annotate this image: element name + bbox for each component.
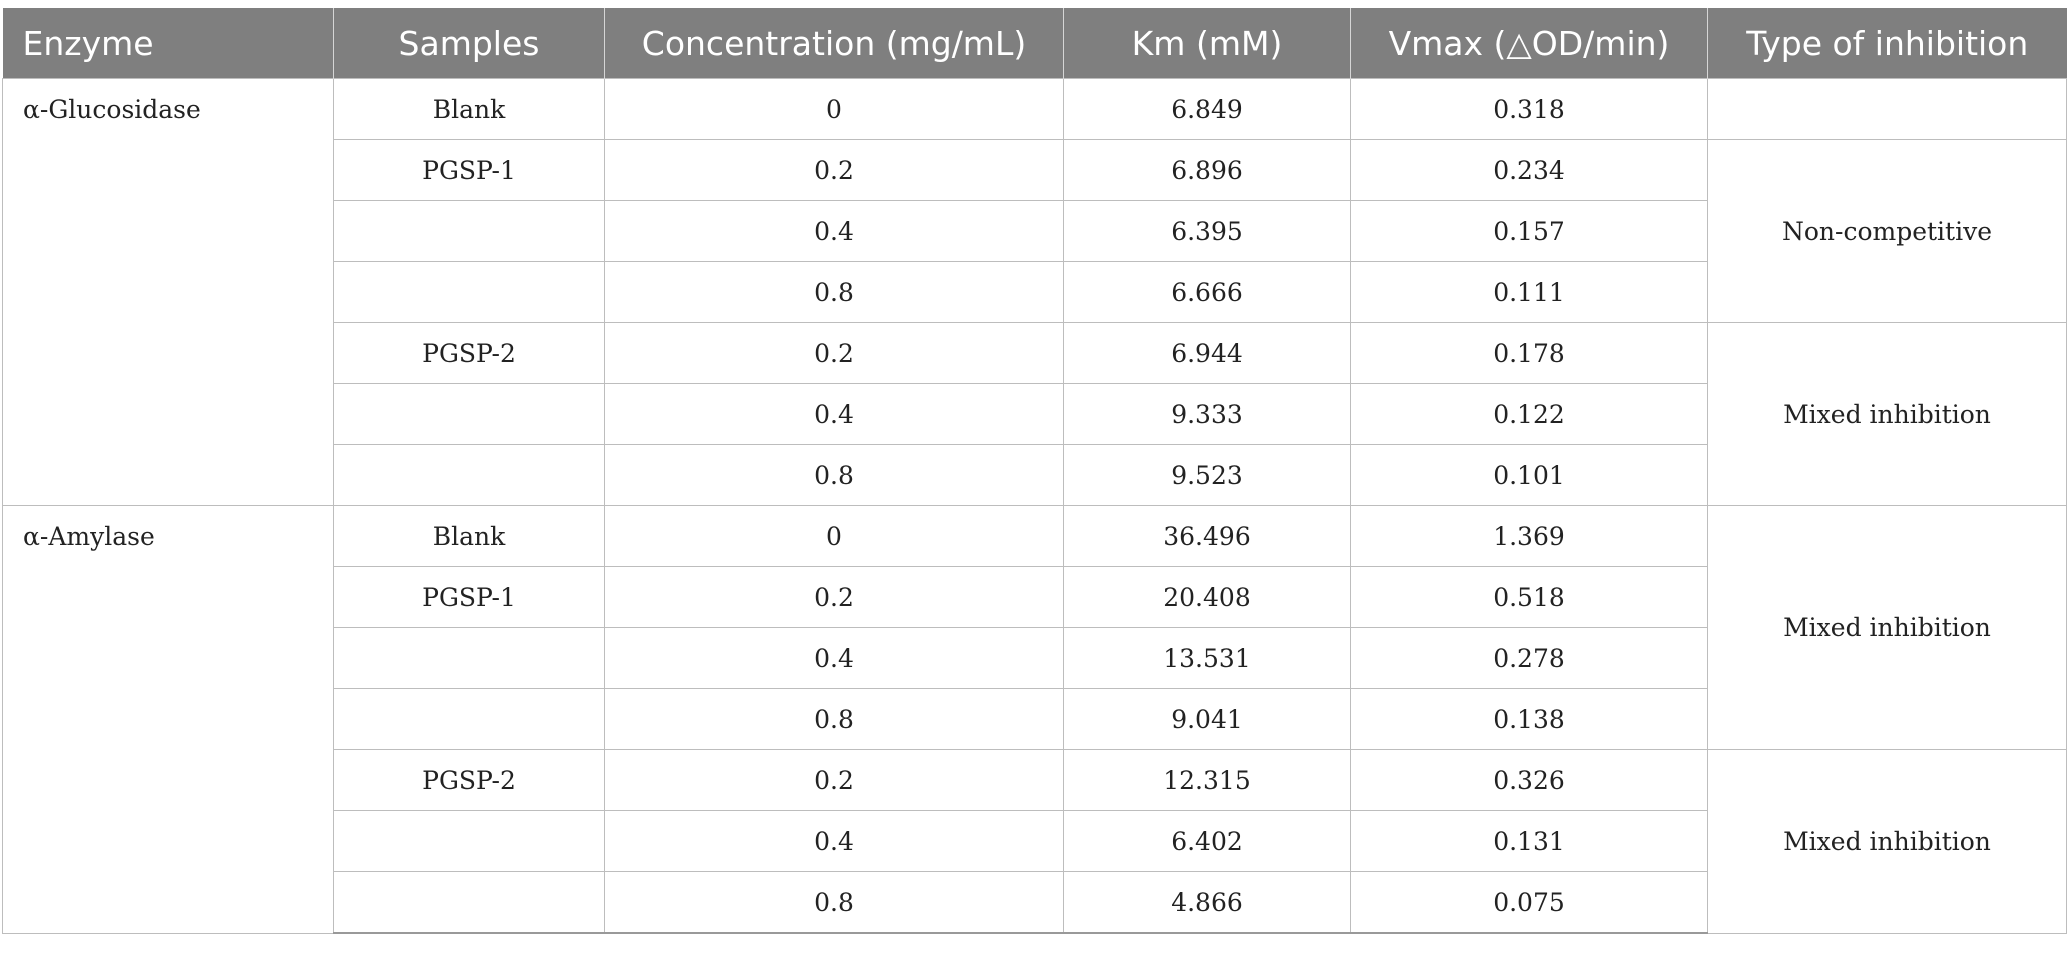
vmax-cell: 0.518 (1350, 566, 1708, 628)
inhibition-type-cell: Non-competitive (1707, 139, 2067, 323)
enzyme-cell: α-Amylase (2, 505, 334, 934)
enzyme-cell: α-Glucosidase (2, 78, 334, 506)
km-cell: 6.395 (1063, 200, 1351, 262)
km-cell: 6.402 (1063, 810, 1351, 872)
vmax-cell: 0.318 (1350, 78, 1708, 140)
table-row: 0.8 9.041 0.138 (3, 688, 2067, 750)
vmax-cell: 0.178 (1350, 322, 1708, 384)
table-body: α-Glucosidase Blank 0 6.849 0.318 PGSP-1 0.2 6.… (2, 78, 2067, 934)
concentration-cell: 0.4 (604, 383, 1064, 445)
concentration-cell: 0.2 (604, 566, 1064, 628)
concentration-cell: 0.2 (604, 322, 1064, 384)
header-samples: Samples (333, 8, 605, 79)
km-cell: 13.531 (1063, 627, 1351, 689)
inhibition-type-cell: Mixed inhibition (1707, 322, 2067, 506)
km-cell: 20.408 (1063, 566, 1351, 628)
concentration-cell: 0.4 (604, 200, 1064, 262)
concentration-cell: 0.8 (604, 444, 1064, 506)
sample-cell (333, 200, 605, 262)
sample-cell (333, 871, 605, 934)
concentration-cell: 0.8 (604, 261, 1064, 323)
table-header: Enzyme Samples Concentration (mg/mL) Km … (2, 8, 2067, 79)
concentration-cell: 0 (604, 78, 1064, 140)
km-cell: 6.849 (1063, 78, 1351, 140)
table-row: 0.8 4.866 0.075 (3, 871, 2067, 934)
inhibition-type-cell (1707, 78, 2067, 140)
concentration-cell: 0.8 (604, 688, 1064, 750)
km-cell: 6.666 (1063, 261, 1351, 323)
header-km: Km (mM) (1063, 8, 1351, 79)
vmax-cell: 0.101 (1350, 444, 1708, 506)
sample-cell (333, 810, 605, 872)
km-cell: 4.866 (1063, 871, 1351, 934)
inhibition-type-cell: Mixed inhibition (1707, 505, 2067, 750)
vmax-cell: 0.278 (1350, 627, 1708, 689)
km-cell: 9.523 (1063, 444, 1351, 506)
concentration-cell: 0.2 (604, 139, 1064, 201)
table-row: α-Amylase Blank 0 36.496 1.369 Mixed inhibiti… (2, 505, 2067, 934)
sample-cell: PGSP-1 (333, 566, 605, 628)
vmax-cell: 0.131 (1350, 810, 1708, 872)
vmax-cell: 0.111 (1350, 261, 1708, 323)
vmax-cell: 1.369 (1350, 505, 1708, 567)
sample-cell: PGSP-2 (333, 749, 605, 811)
table-row: 0.8 6.666 0.111 (3, 261, 2067, 323)
concentration-cell: 0.8 (604, 871, 1064, 934)
header-row: Enzyme Samples Concentration (mg/mL) Km … (2, 8, 2067, 79)
sample-cell: PGSP-1 (333, 139, 605, 201)
km-cell: 9.333 (1063, 383, 1351, 445)
concentration-cell: 0.4 (604, 810, 1064, 872)
header-enzyme: Enzyme (2, 8, 334, 79)
vmax-cell: 0.138 (1350, 688, 1708, 750)
km-cell: 6.896 (1063, 139, 1351, 201)
inhibition-type-cell: Mixed inhibition (1707, 749, 2067, 934)
header-concentration: Concentration (mg/mL) (604, 8, 1064, 79)
sample-cell: Blank (333, 78, 605, 140)
table-row: PGSP-2 0.2 12.315 0.326 Mixed inhibition (3, 749, 2067, 934)
table-row: 0.4 9.333 0.122 (3, 383, 2067, 445)
table-row: 0.8 9.523 0.101 (3, 444, 2067, 506)
sample-cell (333, 627, 605, 689)
concentration-cell: 0 (604, 505, 1064, 567)
vmax-cell: 0.122 (1350, 383, 1708, 445)
table-row: 0.4 6.395 0.157 (3, 200, 2067, 262)
sample-cell (333, 261, 605, 323)
header-inhibition: Type of inhibition (1707, 8, 2067, 79)
sample-cell (333, 688, 605, 750)
km-cell: 12.315 (1063, 749, 1351, 811)
km-cell: 6.944 (1063, 322, 1351, 384)
km-cell: 36.496 (1063, 505, 1351, 567)
table-row: α-Glucosidase Blank 0 6.849 0.318 (2, 78, 2067, 506)
header-vmax: Vmax (△OD/min) (1350, 8, 1708, 79)
sample-cell: Blank (333, 505, 605, 567)
vmax-cell: 0.157 (1350, 200, 1708, 262)
sample-cell (333, 383, 605, 445)
vmax-cell: 0.234 (1350, 139, 1708, 201)
sample-cell (333, 444, 605, 506)
vmax-cell: 0.075 (1350, 871, 1708, 934)
table-row: 0.4 6.402 0.131 (3, 810, 2067, 872)
concentration-cell: 0.2 (604, 749, 1064, 811)
sample-cell: PGSP-2 (333, 322, 605, 384)
table-row: PGSP-1 0.2 20.408 0.518 (3, 566, 2067, 628)
vmax-cell: 0.326 (1350, 749, 1708, 811)
enzyme-kinetics-table: Enzyme Samples Concentration (mg/mL) Km … (2, 8, 2067, 934)
concentration-cell: 0.4 (604, 627, 1064, 689)
km-cell: 9.041 (1063, 688, 1351, 750)
